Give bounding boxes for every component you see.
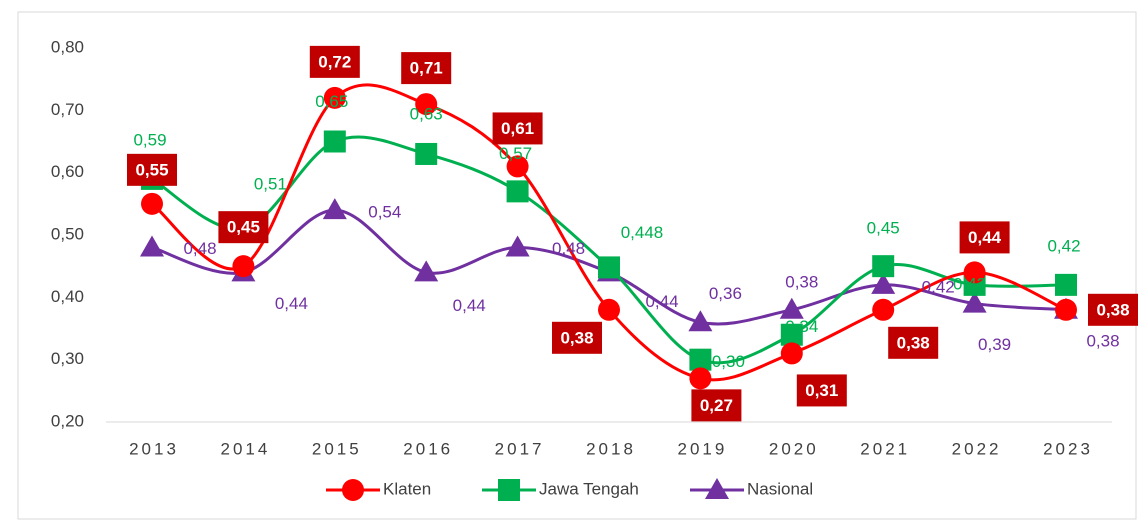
- data-label: 0,48: [183, 239, 216, 258]
- chart-border: [17, 11, 1137, 520]
- data-point: [323, 130, 346, 153]
- data-point: [322, 198, 347, 220]
- data-label: 0,61: [501, 119, 534, 138]
- data-point: [871, 272, 896, 294]
- data-label: 0,63: [410, 104, 443, 123]
- y-tick-label: 0,80: [51, 37, 84, 56]
- data-label: 0,45: [227, 218, 260, 237]
- data-point: [415, 142, 438, 165]
- data-label: 0,48: [552, 239, 585, 258]
- y-tick-label: 0,50: [51, 224, 84, 243]
- series-line: [151, 83, 1067, 382]
- x-tick-label: 2014: [220, 439, 270, 458]
- data-label-box: [127, 153, 177, 186]
- data-label: 0,38: [897, 333, 930, 352]
- data-label: 0,57: [499, 144, 532, 163]
- x-tick-label: 2018: [586, 439, 636, 458]
- data-label: 0,44: [968, 228, 1002, 247]
- data-point: [872, 298, 895, 321]
- data-point: [962, 291, 987, 313]
- data-label: 0,34: [785, 317, 818, 336]
- data-label: 0,51: [254, 174, 287, 193]
- legend-marker: [498, 479, 520, 501]
- data-label: 0,44: [453, 296, 486, 315]
- data-point: [414, 260, 439, 282]
- legend-label: Klaten: [383, 479, 431, 498]
- x-tick-label: 2020: [769, 439, 819, 458]
- data-label: 0,38: [1096, 300, 1129, 319]
- data-point: [780, 342, 803, 365]
- data-label: 0,72: [318, 52, 351, 71]
- y-tick-label: 0,30: [51, 349, 84, 368]
- data-label: 0,38: [1086, 331, 1119, 350]
- data-label-box: [796, 374, 847, 407]
- data-point: [780, 323, 803, 346]
- data-label: 0,38: [785, 272, 818, 291]
- data-label-box: [309, 45, 360, 78]
- data-point: [689, 348, 712, 371]
- data-label: 0,39: [978, 335, 1011, 354]
- data-label: 0,42: [922, 277, 955, 296]
- data-point: [872, 255, 895, 278]
- data-point: [323, 86, 346, 109]
- data-point: [688, 310, 713, 332]
- data-point: [689, 367, 712, 390]
- data-label-box: [1088, 293, 1138, 326]
- data-label: 0,45: [867, 219, 900, 238]
- y-tick-label: 0,40: [51, 287, 84, 306]
- y-tick-label: 0,60: [51, 162, 84, 181]
- data-label: 0,31: [805, 381, 838, 400]
- data-label-box: [401, 52, 452, 85]
- data-label: 0,448: [621, 223, 664, 242]
- data-point: [598, 298, 620, 321]
- data-label-box: [492, 112, 543, 145]
- x-tick-label: 2013: [129, 439, 179, 458]
- data-label-box: [959, 221, 1010, 254]
- legend-label: Nasional: [747, 479, 813, 498]
- x-tick-label: 2023: [1043, 439, 1093, 458]
- data-label: 0,54: [368, 203, 401, 222]
- legend-marker: [705, 478, 729, 499]
- x-tick-label: 2015: [312, 439, 362, 458]
- data-point: [1055, 298, 1077, 321]
- legend-marker: [342, 479, 364, 501]
- data-label: 0,65: [315, 92, 348, 111]
- x-tick-label: 2019: [677, 439, 727, 458]
- data-point: [505, 235, 530, 257]
- data-label: 0,44: [645, 292, 678, 311]
- data-label-box: [552, 321, 602, 354]
- data-point: [232, 255, 255, 278]
- data-point: [506, 155, 529, 178]
- data-point: [141, 192, 163, 215]
- x-tick-label: 2022: [952, 439, 1002, 458]
- data-point: [1055, 273, 1077, 296]
- data-label-box: [218, 211, 269, 244]
- data-point: [598, 256, 620, 279]
- x-tick-label: 2021: [860, 439, 910, 458]
- data-label-box: [691, 389, 742, 422]
- data-label-box: [888, 326, 939, 359]
- data-label: 0,59: [133, 130, 166, 149]
- data-point: [415, 93, 438, 116]
- data-label: 0,27: [700, 396, 733, 415]
- data-label: 0,42: [953, 274, 986, 293]
- x-tick-label: 2016: [403, 439, 453, 458]
- data-point: [779, 297, 804, 319]
- data-label: 0,71: [410, 59, 443, 78]
- legend-label: Jawa Tengah: [539, 479, 639, 498]
- data-point: [140, 235, 164, 257]
- y-tick-label: 0,20: [51, 411, 84, 430]
- data-point: [963, 261, 986, 284]
- y-tick-label: 0,70: [51, 100, 84, 119]
- x-tick-label: 2017: [495, 439, 545, 458]
- data-label: 0,30: [712, 352, 745, 371]
- data-point: [506, 180, 529, 203]
- data-label: 0,44: [275, 294, 308, 313]
- data-label: 0,42: [1047, 236, 1080, 255]
- data-label: 0,55: [135, 160, 168, 179]
- data-label: 0,36: [709, 284, 742, 303]
- data-label: 0,38: [560, 328, 593, 347]
